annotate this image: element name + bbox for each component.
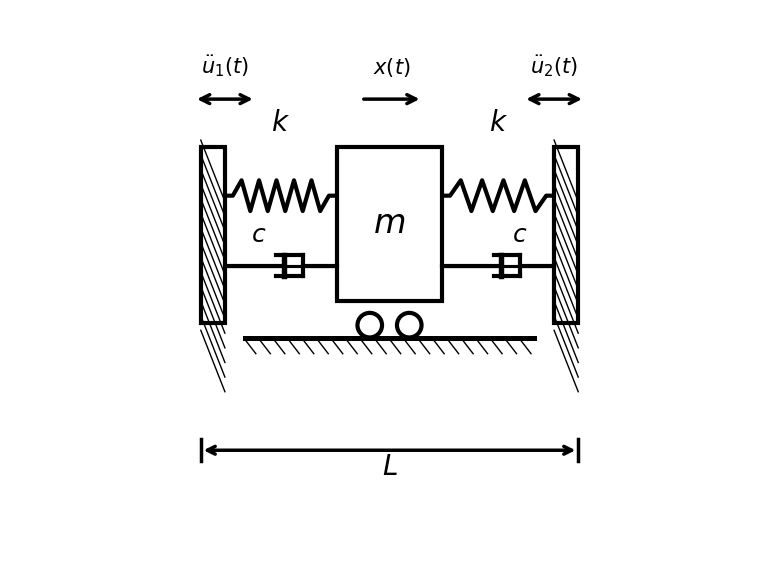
Text: $x(t)$: $x(t)$ (373, 56, 410, 79)
Bar (337, 148, 442, 301)
Text: $c$: $c$ (512, 223, 527, 247)
Text: $L$: $L$ (382, 454, 397, 481)
Bar (201, 148, 225, 323)
Text: $k$: $k$ (489, 110, 508, 137)
Text: $m$: $m$ (373, 208, 406, 240)
Text: $\ddot{u}_2(t)$: $\ddot{u}_2(t)$ (530, 54, 578, 79)
Text: $k$: $k$ (271, 110, 290, 137)
Text: $c$: $c$ (252, 223, 267, 247)
Text: $\ddot{u}_1(t)$: $\ddot{u}_1(t)$ (201, 54, 249, 79)
Bar (554, 148, 578, 323)
